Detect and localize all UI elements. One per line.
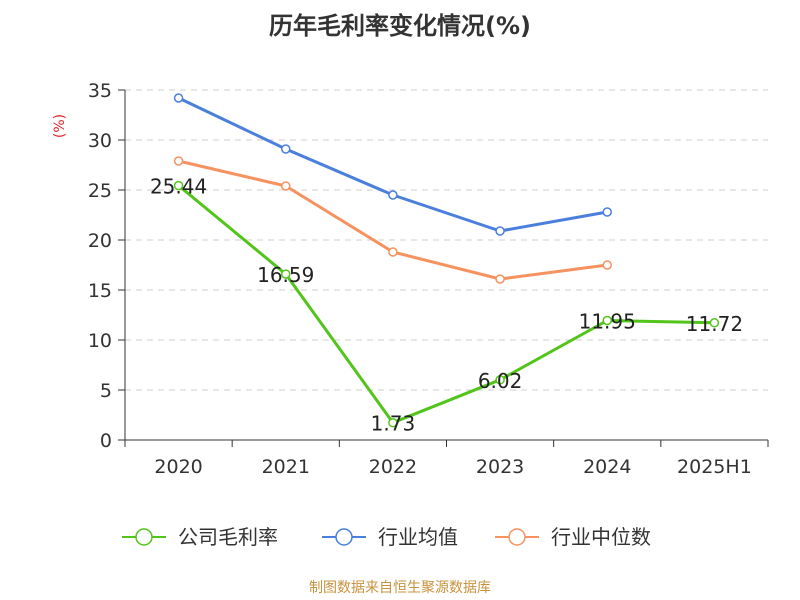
series-line bbox=[177, 184, 715, 425]
legend-label: 行业均值 bbox=[378, 525, 458, 549]
axes: 0 5 10 15 20 25 30 35 2020 2021 2022 2023 2024 2025H1 bbox=[88, 80, 769, 478]
legend-item[interactable]: 行业均值 bbox=[322, 525, 458, 549]
data-point bbox=[388, 190, 398, 200]
y-tick-label: 15 bbox=[88, 280, 112, 302]
data-point bbox=[495, 375, 505, 385]
data-label: 16.59 bbox=[257, 263, 314, 287]
series-line bbox=[177, 96, 608, 233]
data-point bbox=[602, 315, 612, 326]
x-tick-label: 2023 bbox=[476, 456, 524, 478]
data-label: 11.95 bbox=[579, 310, 636, 334]
y-tick-label: 30 bbox=[88, 130, 112, 152]
data-point bbox=[173, 156, 184, 166]
legend-marker bbox=[335, 528, 353, 546]
data-label: 6.02 bbox=[478, 369, 523, 393]
y-tick-label: 5 bbox=[100, 380, 112, 402]
legend[interactable]: 公司毛利率 行业均值 行业中位数 bbox=[122, 525, 651, 549]
y-tick-label: 20 bbox=[88, 230, 112, 252]
data-point bbox=[173, 93, 184, 103]
x-tick-label: 2024 bbox=[583, 456, 631, 478]
grid bbox=[125, 89, 768, 391]
series-line bbox=[178, 159, 608, 281]
data-label: 11.72 bbox=[686, 312, 743, 336]
y-tick-label: 0 bbox=[100, 430, 112, 452]
series-layer: 25.44 16.59 1.73 6.02 11.95 11.72 bbox=[150, 93, 743, 436]
source-note: 制图数据来自恒生聚源数据库 bbox=[309, 580, 491, 596]
legend-item[interactable]: 公司毛利率 bbox=[122, 525, 278, 549]
legend-marker bbox=[135, 528, 153, 546]
data-point bbox=[388, 417, 398, 428]
data-label: 1.73 bbox=[371, 412, 416, 436]
data-point bbox=[602, 260, 612, 270]
data-point bbox=[495, 274, 505, 284]
data-point bbox=[709, 318, 720, 328]
x-tick-label: 2025H1 bbox=[677, 456, 752, 478]
data-point bbox=[173, 180, 184, 191]
data-label: 25.44 bbox=[150, 175, 207, 199]
data-point bbox=[495, 226, 505, 236]
data-point bbox=[281, 181, 291, 191]
x-tick-label: 2020 bbox=[154, 456, 202, 478]
y-tick-label: 10 bbox=[88, 330, 112, 352]
legend-marker bbox=[508, 528, 526, 546]
legend-item[interactable]: 行业中位数 bbox=[495, 525, 651, 549]
chart-title: 历年毛利率变化情况(%) bbox=[269, 12, 531, 40]
x-tick-label: 2022 bbox=[369, 456, 417, 478]
data-point bbox=[388, 247, 398, 257]
legend-label: 行业中位数 bbox=[551, 525, 651, 549]
data-point bbox=[602, 207, 612, 217]
x-tick-label: 2021 bbox=[262, 456, 310, 478]
y-unit-label: (%) bbox=[52, 114, 68, 138]
data-point bbox=[281, 144, 291, 154]
y-tick-label: 25 bbox=[88, 180, 112, 202]
legend-label: 公司毛利率 bbox=[178, 525, 278, 549]
data-point bbox=[281, 269, 291, 279]
y-tick-label: 35 bbox=[88, 80, 112, 102]
